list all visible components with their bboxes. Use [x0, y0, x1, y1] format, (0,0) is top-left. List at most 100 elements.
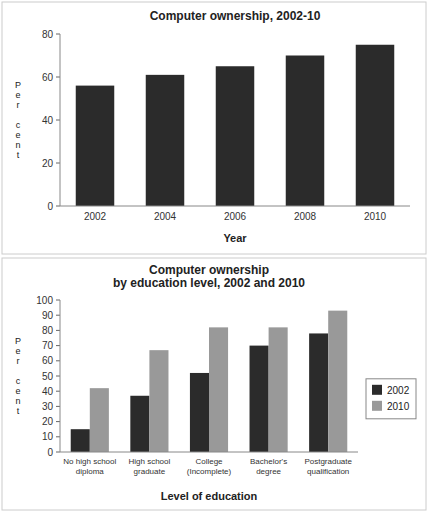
legend-frame: [366, 379, 416, 419]
y-axis: [60, 34, 61, 206]
text-line: Postgraduate: [304, 457, 352, 466]
y-tick: [56, 452, 60, 453]
y-tick-label: 30: [42, 401, 54, 412]
y-label: Per cent: [15, 336, 21, 416]
y-tick: [56, 206, 60, 207]
bars: [71, 311, 348, 452]
y-label-char: c: [16, 120, 21, 130]
legend: 20022010: [366, 379, 416, 419]
y-tick-label: 70: [42, 340, 54, 351]
y-label-char: [17, 366, 20, 376]
y-tick: [56, 406, 60, 407]
bar: [76, 86, 115, 206]
y-tick-label: 80: [42, 325, 54, 336]
bars: [76, 45, 395, 206]
text-line: Bachelor's: [250, 457, 287, 466]
y-label-char: e: [15, 130, 20, 140]
y-tick: [56, 391, 60, 392]
legend-swatch: [372, 401, 382, 411]
bar: [209, 327, 228, 452]
x-tick-label: College(Incomplete): [187, 457, 232, 476]
text-line: by education level, 2002 and 2010: [113, 276, 305, 290]
y-tick: [56, 421, 60, 422]
y-label-char: t: [17, 150, 20, 160]
bar: [309, 333, 328, 452]
y-tick-label: 0: [47, 447, 53, 458]
x-tick-label: 2004: [154, 211, 177, 222]
y-label-char: P: [15, 336, 21, 346]
y-tick-label: 10: [42, 431, 54, 442]
y-label-char: n: [15, 396, 20, 406]
x-axis: [60, 206, 410, 207]
text-line: graduate: [134, 467, 166, 476]
panel-frame: [2, 2, 426, 254]
bar: [286, 56, 325, 207]
bar: [71, 429, 90, 452]
text-line: 2002: [84, 211, 107, 222]
y-tick-label: 40: [42, 386, 54, 397]
y-tick-label: 60: [42, 72, 54, 83]
y-tick: [56, 300, 60, 301]
y-label-char: t: [17, 406, 20, 416]
text-line: No high school: [63, 457, 116, 466]
text-line: diploma: [76, 467, 105, 476]
y-label-char: r: [17, 356, 20, 366]
bar: [356, 45, 395, 206]
bar: [269, 327, 288, 452]
y-axis: [60, 300, 61, 452]
y-tick: [56, 34, 60, 35]
x-axis: [60, 452, 358, 453]
y-label-char: [17, 110, 20, 120]
text-line: Computer ownership, 2002-10: [150, 9, 321, 23]
y-tick: [56, 163, 60, 164]
y-tick-label: 90: [42, 310, 54, 321]
text-line: qualification: [307, 467, 349, 476]
y-tick-label: 60: [42, 355, 54, 366]
x-label: Level of education: [161, 490, 258, 502]
bar: [328, 311, 347, 452]
y-label-char: c: [16, 376, 21, 386]
text-line: 2010: [364, 211, 387, 222]
text-line: Computer ownership: [149, 263, 269, 277]
legend-label: 2010: [387, 401, 410, 412]
text-line: 2008: [294, 211, 317, 222]
bar: [190, 373, 209, 452]
y-tick: [56, 120, 60, 121]
y-tick: [56, 436, 60, 437]
x-tick-label: Bachelor'sdegree: [250, 457, 287, 476]
legend-swatch: [372, 385, 382, 395]
bar: [149, 350, 168, 452]
x-tick-label: 2008: [294, 211, 317, 222]
y-tick-label: 40: [42, 115, 54, 126]
y-tick: [56, 77, 60, 78]
y-label-char: e: [15, 90, 20, 100]
y-tick-label: 100: [36, 295, 53, 306]
panel-frame: [2, 258, 426, 510]
text-line: High school: [128, 457, 170, 466]
x-tick-label: No high schooldiploma: [63, 457, 116, 476]
x-tick-label: 2006: [224, 211, 247, 222]
y-label-char: P: [15, 80, 21, 90]
title: Computer ownership, 2002-10: [150, 9, 321, 23]
bar: [250, 346, 269, 452]
y-tick-label: 20: [42, 158, 54, 169]
y-tick-label: 80: [42, 29, 54, 40]
x-tick-label: Postgraduatequalification: [304, 457, 352, 476]
y-tick-label: 50: [42, 371, 54, 382]
y-tick: [56, 315, 60, 316]
y-label-char: r: [17, 100, 20, 110]
y-label-char: e: [15, 386, 20, 396]
y-tick-label: 0: [47, 201, 53, 212]
y-tick-label: 20: [42, 416, 54, 427]
chart: Computer ownershipby education level, 20…: [2, 258, 426, 510]
text-line: 2004: [154, 211, 177, 222]
y-tick: [56, 345, 60, 346]
y-tick: [56, 360, 60, 361]
y-label-char: e: [15, 346, 20, 356]
text-line: degree: [256, 467, 281, 476]
text-line: 2006: [224, 211, 247, 222]
x-tick-label: High schoolgraduate: [128, 457, 170, 476]
text-line: College: [195, 457, 223, 466]
bar: [146, 75, 185, 206]
chart: Computer ownership, 2002-10 0 20 40 60 80 2002…: [2, 2, 426, 254]
